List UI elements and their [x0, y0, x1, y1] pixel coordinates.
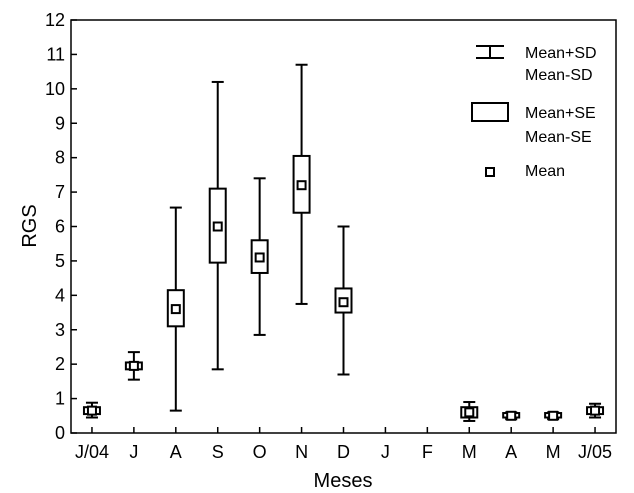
x-tick-label: M: [546, 442, 561, 462]
box-group: [166, 206, 185, 412]
y-tick-label: 6: [55, 217, 65, 237]
x-tick-label: M: [462, 442, 477, 462]
x-tick-label: J/05: [578, 442, 612, 462]
x-tick-label: J/04: [75, 442, 109, 462]
legend-mean-minus-se: Mean-SE: [525, 129, 592, 146]
y-tick-label: 9: [55, 113, 65, 133]
x-tick-label: J: [129, 442, 138, 462]
box-group: [250, 177, 269, 336]
mean-marker: [296, 180, 307, 191]
box-group: [82, 401, 101, 419]
legend-mean-plus-sd: Mean+SD: [525, 45, 597, 62]
series-marks: [82, 63, 605, 422]
y-tick-label: 7: [55, 182, 65, 202]
y-tick-label: 1: [55, 389, 65, 409]
mean-marker: [254, 252, 265, 263]
mean-marker: [506, 410, 517, 421]
legend-se-symbol: [471, 102, 509, 122]
mean-marker: [338, 297, 349, 308]
box-group: [124, 351, 143, 381]
x-tick-label: F: [422, 442, 433, 462]
y-tick-label: 4: [55, 285, 65, 305]
box-group: [544, 410, 563, 421]
y-tick-label: 2: [55, 354, 65, 374]
legend-mean: Mean: [525, 163, 565, 180]
y-tick-label: 5: [55, 251, 65, 271]
box-group: [502, 410, 521, 421]
y-tick-label: 8: [55, 148, 65, 168]
mean-marker: [170, 304, 181, 315]
x-tick-label: S: [212, 442, 224, 462]
legend-mean-symbol: [485, 167, 495, 177]
mean-marker: [128, 360, 139, 371]
y-tick-label: 11: [46, 44, 65, 64]
mean-marker: [464, 407, 475, 418]
x-axis-label: Meses: [314, 470, 373, 492]
box-group: [208, 80, 227, 371]
mean-marker: [590, 405, 601, 416]
x-tick-label: D: [337, 442, 350, 462]
y-tick-label: 3: [55, 320, 65, 340]
x-axis: J/04 J A S O N D J F M A M J/05: [75, 427, 612, 462]
x-tick-label: N: [295, 442, 308, 462]
box-group: [460, 401, 479, 422]
mean-marker: [86, 405, 97, 416]
mean-marker: [548, 410, 559, 421]
legend: Mean+SD Mean-SD Mean+SE Mean-SE Mean: [471, 45, 597, 180]
x-tick-label: A: [170, 442, 182, 462]
box-group: [586, 402, 605, 419]
y-tick-label: 0: [55, 423, 65, 443]
legend-mean-minus-sd: Mean-SD: [525, 67, 593, 84]
y-tick-label: 10: [45, 79, 65, 99]
x-tick-label: A: [505, 442, 517, 462]
legend-mean-plus-se: Mean+SE: [525, 105, 596, 122]
y-axis-label: RGS: [19, 204, 41, 247]
box-group: [292, 63, 311, 305]
x-tick-label: J: [381, 442, 390, 462]
mean-marker: [212, 221, 223, 232]
y-tick-label: 12: [45, 10, 65, 30]
x-tick-label: O: [253, 442, 267, 462]
box-group: [334, 225, 353, 376]
